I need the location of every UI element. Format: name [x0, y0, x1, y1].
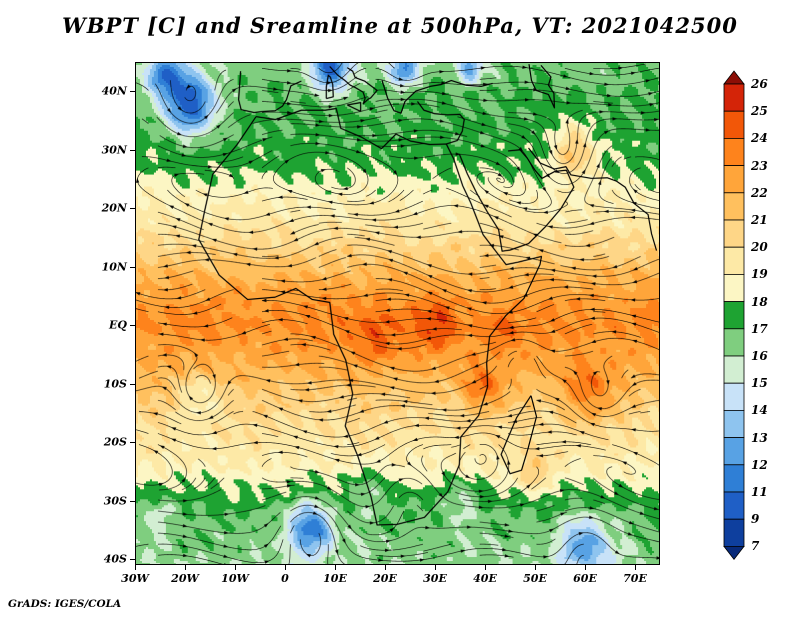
y-tick-mark	[130, 383, 135, 385]
colorbar-segment	[723, 328, 745, 357]
y-tick-label: 20S	[103, 435, 127, 449]
y-tick-mark	[130, 442, 135, 444]
colorbar-segment	[723, 409, 745, 438]
colorbar-svg	[723, 70, 745, 561]
y-tick-mark	[130, 266, 135, 268]
colorbar-tick-label: 16	[751, 349, 768, 363]
colorbar-segment	[723, 165, 745, 194]
colorbar-segment	[723, 83, 745, 112]
x-tick-label: 40E	[473, 572, 497, 585]
colorbar-segment	[723, 464, 745, 493]
y-tick-mark	[130, 500, 135, 502]
grads-attribution: GrADS: IGES/COLA	[8, 598, 122, 610]
colorbar-segment	[723, 491, 745, 520]
colorbar-segment	[723, 219, 745, 248]
x-tick-mark	[135, 565, 136, 570]
y-tick-mark	[130, 208, 135, 210]
x-tick-mark	[335, 565, 336, 570]
x-tick-mark	[585, 565, 586, 570]
y-tick-label: 30N	[101, 143, 127, 157]
colorbar-segment	[723, 110, 745, 139]
y-tick-mark	[130, 559, 135, 561]
colorbar-tick-label: 15	[751, 376, 768, 391]
colorbar-tick-label: 12	[751, 457, 768, 472]
y-tick-mark	[130, 91, 135, 93]
y-tick-label: 40N	[101, 84, 127, 98]
colorbar-tick-label: 21	[751, 213, 768, 227]
x-tick-label: 0	[281, 572, 289, 585]
y-tick-mark	[130, 149, 135, 151]
colorbar	[723, 70, 745, 566]
figure-title: WBPT [C] and Sreamline at 500hPa, VT: 20…	[62, 13, 738, 38]
colorbar-tick-label: 20	[751, 240, 768, 255]
colorbar-segment	[723, 382, 745, 411]
colorbar-tick-label: 18	[751, 294, 768, 309]
y-tick-label: 20N	[101, 201, 127, 215]
colorbar-segment	[723, 138, 745, 167]
x-tick-mark	[635, 565, 636, 570]
colorbar-segment	[723, 246, 745, 275]
x-tick-mark	[285, 565, 286, 570]
x-tick-mark	[185, 565, 186, 570]
colorbar-segment	[723, 437, 745, 466]
x-tick-mark	[385, 565, 386, 570]
x-tick-mark	[235, 565, 236, 570]
x-tick-label: 10E	[323, 572, 347, 585]
y-tick-mark	[130, 325, 135, 327]
colorbar-tick-label: 26	[751, 77, 768, 91]
colorbar-tick-label: 11	[751, 485, 768, 499]
colorbar-tick-label: 23	[751, 158, 768, 173]
streamline-contour-canvas	[136, 63, 659, 564]
x-tick-mark	[535, 565, 536, 570]
map-plot-frame	[135, 62, 660, 565]
y-tick-label: 30S	[103, 494, 127, 508]
colorbar-arrow-top	[723, 70, 745, 85]
x-tick-label: 60E	[573, 572, 597, 585]
colorbar-tick-label: 25	[751, 104, 768, 119]
colorbar-segment	[723, 273, 745, 302]
colorbar-arrow-bottom	[723, 545, 745, 561]
colorbar-tick-label: 24	[751, 131, 768, 146]
y-tick-label: 10S	[103, 377, 127, 391]
x-tick-label: 20E	[373, 572, 397, 585]
y-tick-label: 10N	[101, 260, 127, 274]
colorbar-tick-label: 13	[751, 430, 768, 445]
colorbar-segment	[723, 192, 745, 221]
x-tick-label: 50E	[523, 572, 547, 585]
colorbar-tick-label: 9	[751, 512, 760, 527]
x-tick-mark	[435, 565, 436, 570]
x-tick-mark	[485, 565, 486, 570]
colorbar-tick-label: 7	[751, 539, 760, 554]
y-tick-label: EQ	[109, 318, 127, 332]
x-tick-label: 10W	[221, 572, 249, 585]
y-tick-label: 40S	[103, 552, 127, 566]
colorbar-segment	[723, 518, 745, 547]
colorbar-tick-label: 19	[751, 267, 768, 282]
colorbar-tick-label: 17	[751, 321, 768, 336]
colorbar-segment	[723, 301, 745, 330]
colorbar-tick-label: 22	[751, 185, 768, 200]
x-tick-label: 30W	[121, 572, 149, 585]
x-tick-label: 70E	[623, 572, 647, 585]
colorbar-segment	[723, 355, 745, 384]
x-tick-label: 20W	[171, 572, 199, 585]
colorbar-tick-label: 14	[751, 403, 768, 418]
x-tick-label: 30E	[423, 572, 447, 585]
